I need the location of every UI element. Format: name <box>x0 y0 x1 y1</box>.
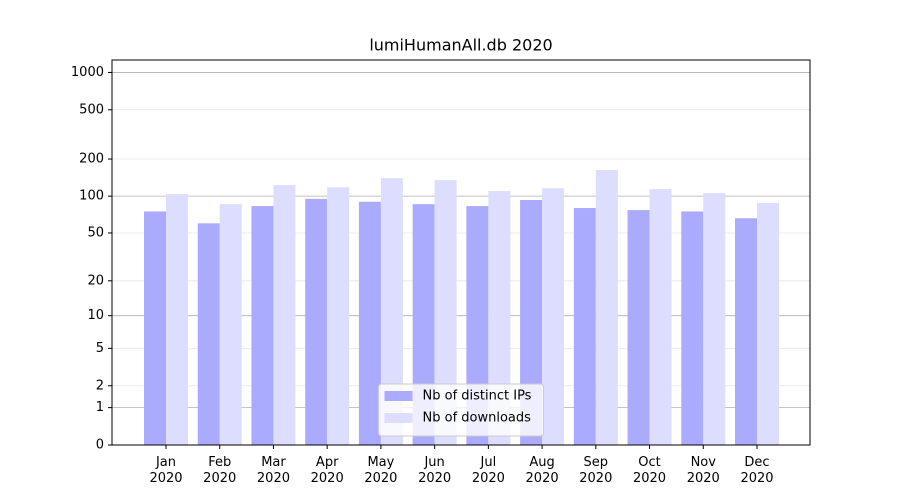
bar <box>627 210 650 445</box>
bar <box>757 202 779 445</box>
y-tick-label: 200 <box>79 152 104 167</box>
bar <box>380 178 403 446</box>
y-tick-label: 0 <box>96 438 104 453</box>
bar <box>649 189 672 445</box>
bar <box>488 191 511 445</box>
legend-label: Nb of downloads <box>423 411 532 426</box>
bar <box>327 187 350 445</box>
y-tick-label: 1000 <box>71 65 104 80</box>
bar <box>144 211 166 445</box>
bar <box>703 193 726 445</box>
x-tick-label: Aug 2020 <box>526 455 559 486</box>
bar <box>251 206 274 445</box>
legend-box <box>378 383 544 437</box>
bar <box>595 169 618 445</box>
x-tick-label: Sep 2020 <box>579 455 612 486</box>
bar <box>434 180 457 445</box>
x-tick-label: May 2020 <box>364 455 397 486</box>
y-tick-label: 1 <box>96 400 104 415</box>
x-tick-label: Dec 2020 <box>740 455 773 486</box>
y-tick-label: 2 <box>96 378 104 393</box>
x-tick-label: Jun 2020 <box>418 455 451 486</box>
bar <box>542 188 565 445</box>
y-tick-label: 100 <box>79 189 104 204</box>
x-tick-label: Mar 2020 <box>257 455 290 486</box>
x-tick-label: Nov 2020 <box>687 455 720 486</box>
y-tick-label: 50 <box>87 225 104 240</box>
x-tick-label: Oct 2020 <box>633 455 666 486</box>
bar <box>219 204 242 445</box>
plot-frame <box>111 59 811 446</box>
bar <box>197 223 220 445</box>
y-tick-label: 500 <box>79 102 104 117</box>
y-tick-label: 10 <box>87 308 104 323</box>
bar <box>273 185 296 445</box>
bar <box>573 208 596 445</box>
x-tick-label: Feb 2020 <box>203 455 236 486</box>
x-tick-label: Apr 2020 <box>311 455 344 486</box>
y-tick-label: 20 <box>87 273 104 288</box>
x-tick-label: Jul 2020 <box>472 455 505 486</box>
legend-swatch <box>384 413 413 423</box>
x-tick-label: Jan 2020 <box>149 455 182 486</box>
bar <box>166 194 188 445</box>
bar <box>305 198 328 445</box>
chart-title: lumiHumanAll.db 2020 <box>369 36 552 55</box>
bar <box>681 211 704 445</box>
legend-label: Nb of distinct IPs <box>423 389 532 404</box>
bar <box>735 218 757 445</box>
bar <box>358 201 381 445</box>
y-tick-label: 5 <box>96 341 104 356</box>
legend-swatch <box>384 391 413 401</box>
